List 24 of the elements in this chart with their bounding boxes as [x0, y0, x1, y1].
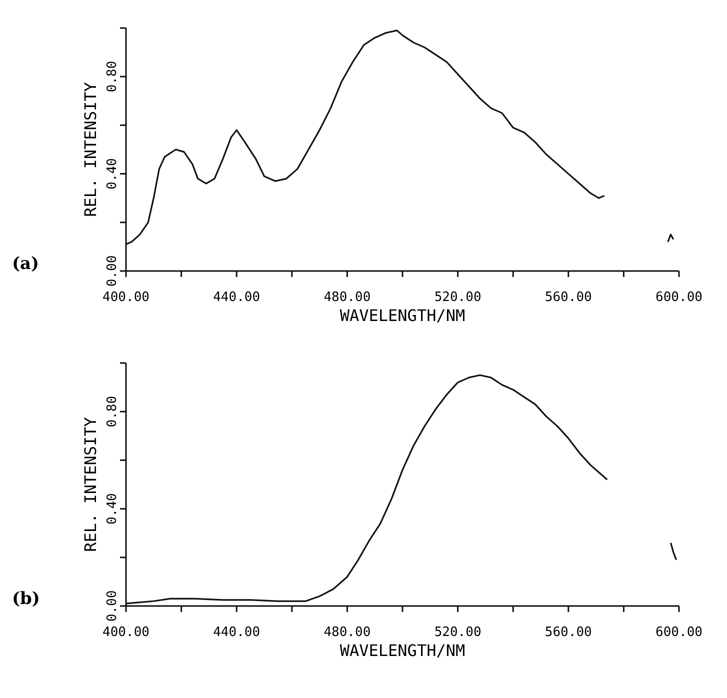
text: (a) [12, 254, 40, 274]
y-tick-label: 0.40 [105, 493, 120, 524]
y-axis-title: REL. INTENSITY [81, 416, 100, 552]
x-tick-label: 440.00 [213, 625, 260, 640]
x-tick-label: 480.00 [324, 625, 371, 640]
x-tick-label: 520.00 [434, 290, 482, 305]
x-tick-label: 560.00 [544, 625, 592, 640]
text: (b) [12, 589, 40, 609]
y-tick-label: 0.00 [105, 255, 120, 287]
y-tick-label: 0.80 [105, 396, 120, 428]
x-axis-title: WAVELENGTH/NM [340, 641, 466, 660]
x-tick-label: 560.00 [544, 290, 592, 305]
x-tick-label: 600.00 [656, 290, 702, 305]
y-tick-label: 0.40 [105, 158, 120, 190]
x-tick-label: 520.00 [434, 625, 482, 640]
x-tick-label: 440.00 [213, 290, 260, 305]
y-axis-title: REL. INTENSITY [81, 82, 100, 217]
x-tick-label: 400.00 [102, 625, 150, 640]
x-tick-label: 400.00 [102, 290, 150, 305]
x-tick-label: 600.00 [656, 625, 702, 640]
y-tick-label: 0.00 [105, 590, 120, 622]
x-axis-title: WAVELENGTH/NM [340, 306, 466, 325]
y-tick-label: 0.80 [105, 60, 120, 92]
x-tick-label: 480.00 [324, 290, 371, 305]
